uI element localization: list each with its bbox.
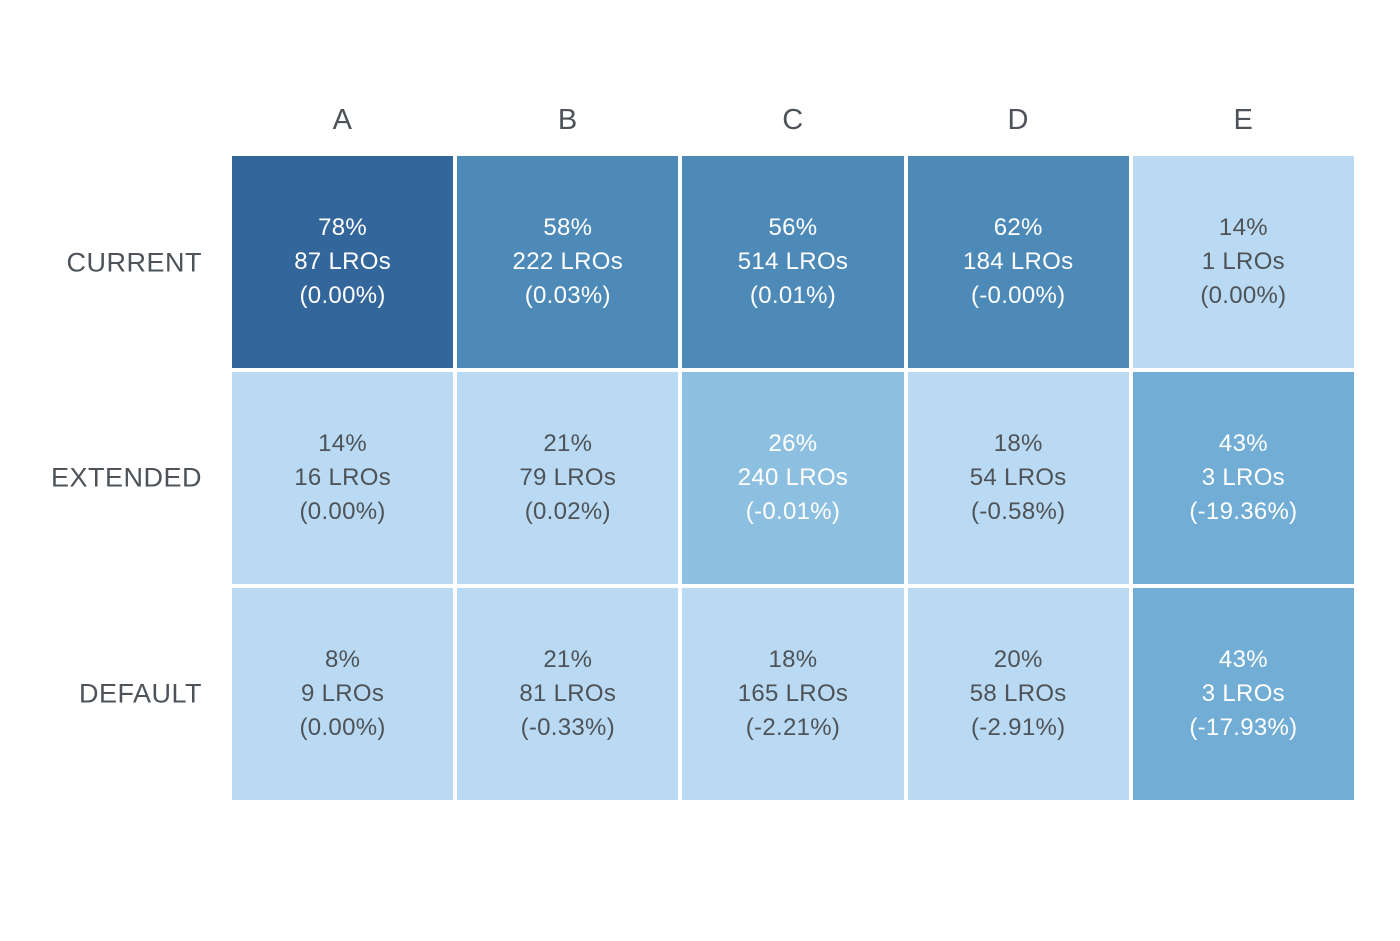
heatmap-grid: 78% 87 LROs (0.00%) 58% 222 LROs (0.03%)… <box>232 156 1354 800</box>
cell-percent: 18% <box>768 646 818 673</box>
cell-percent: 26% <box>768 430 818 457</box>
cell-extended-e: 43% 3 LROs (-19.36%) <box>1132 372 1354 584</box>
row-label-extended: EXTENDED <box>50 462 202 493</box>
cell-current-e: 14% 1 LROs (0.00%) <box>1132 156 1354 368</box>
cell-default-d: 20% 58 LROs (-2.91%) <box>907 588 1129 800</box>
column-header-e: E <box>1233 103 1254 136</box>
cell-percent: 56% <box>768 214 818 241</box>
cell-delta: (0.00%) <box>299 282 386 309</box>
cell-lros: 54 LROs <box>969 464 1067 491</box>
cell-lros: 81 LROs <box>519 680 617 707</box>
cell-delta: (0.01%) <box>749 282 837 309</box>
column-headers: A B C D E <box>232 98 1354 142</box>
column-header-a: A <box>332 103 353 136</box>
cell-lros: 79 LROs <box>519 464 617 491</box>
cell-current-c: 56% 514 LROs (0.01%) <box>682 156 904 368</box>
cell-percent: 21% <box>543 646 593 673</box>
cell-delta: (-0.01%) <box>745 498 841 525</box>
cell-lros: 184 LROs <box>962 248 1074 275</box>
cell-percent: 8% <box>324 646 361 673</box>
cell-delta: (0.03%) <box>524 282 611 309</box>
cell-percent: 78% <box>318 214 368 241</box>
cell-percent: 62% <box>993 214 1043 241</box>
cell-lros: 3 LROs <box>1201 464 1285 491</box>
cell-current-d: 62% 184 LROs (-0.00%) <box>907 156 1129 368</box>
cell-lros: 240 LROs <box>737 464 849 491</box>
column-header-b: B <box>557 103 578 136</box>
cell-current-b: 58% 222 LROs (0.03%) <box>457 156 679 368</box>
cell-delta: (0.00%) <box>299 714 386 741</box>
cell-lros: 165 LROs <box>737 680 849 707</box>
cell-extended-c: 26% 240 LROs (-0.01%) <box>682 372 904 584</box>
cell-lros: 87 LROs <box>294 248 391 275</box>
cell-delta: (-2.21%) <box>745 714 841 741</box>
cell-delta: (-17.93%) <box>1189 714 1298 741</box>
cell-delta: (0.02%) <box>524 498 611 525</box>
cell-lros: 3 LROs <box>1201 680 1285 707</box>
cell-extended-b: 21% 79 LROs (0.02%) <box>457 372 679 584</box>
cell-delta: (-19.36%) <box>1189 498 1298 525</box>
cell-current-a: 78% 87 LROs (0.00%) <box>232 156 454 368</box>
cell-delta: (-2.91%) <box>970 714 1066 741</box>
cell-default-e: 43% 3 LROs (-17.93%) <box>1132 588 1354 800</box>
cell-delta: (0.00%) <box>1200 282 1287 309</box>
cell-lros: 1 LROs <box>1201 248 1285 275</box>
cell-percent: 43% <box>1218 646 1268 673</box>
cell-percent: 18% <box>993 430 1043 457</box>
cell-default-b: 21% 81 LROs (-0.33%) <box>457 588 679 800</box>
cell-lros: 9 LROs <box>301 680 385 707</box>
cell-percent: 58% <box>543 214 593 241</box>
cell-lros: 514 LROs <box>737 248 849 275</box>
row-label-default: DEFAULT <box>78 678 202 709</box>
cell-default-a: 8% 9 LROs (0.00%) <box>232 588 454 800</box>
cell-percent: 21% <box>543 430 593 457</box>
cell-delta: (-0.33%) <box>520 714 615 741</box>
cell-percent: 14% <box>1218 214 1268 241</box>
cell-lros: 58 LROs <box>969 680 1067 707</box>
cell-percent: 20% <box>993 646 1043 673</box>
cell-extended-d: 18% 54 LROs (-0.58%) <box>907 372 1129 584</box>
cell-extended-a: 14% 16 LROs (0.00%) <box>232 372 454 584</box>
cell-default-c: 18% 165 LROs (-2.21%) <box>682 588 904 800</box>
row-label-current: CURRENT <box>66 247 202 278</box>
cell-lros: 16 LROs <box>294 464 391 491</box>
cell-delta: (-0.00%) <box>970 282 1066 309</box>
cell-lros: 222 LROs <box>512 248 624 275</box>
column-header-d: D <box>1007 103 1029 136</box>
cell-percent: 43% <box>1218 430 1268 457</box>
cell-delta: (0.00%) <box>299 498 386 525</box>
cell-percent: 14% <box>318 430 368 457</box>
column-header-c: C <box>782 103 804 136</box>
cell-delta: (-0.58%) <box>970 498 1066 525</box>
